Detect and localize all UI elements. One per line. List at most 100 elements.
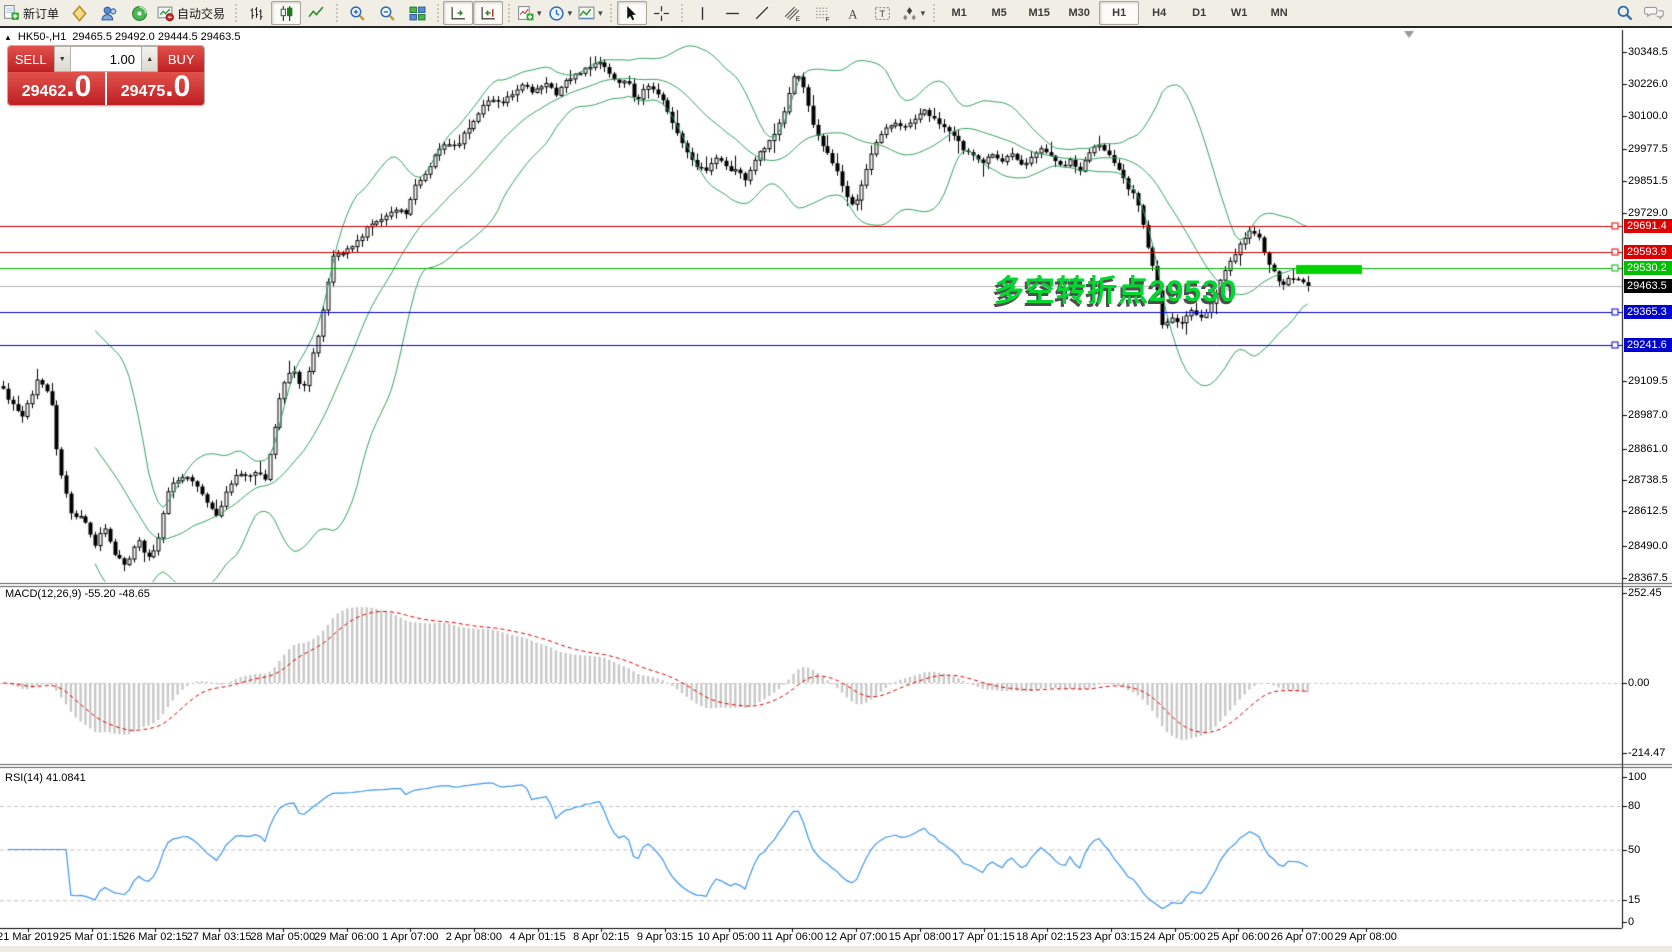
- toolbar-grip: [232, 4, 240, 22]
- crosshair-button[interactable]: [647, 1, 677, 25]
- ohlc-values: 29465.5 29492.0 29444.5 29463.5: [72, 31, 241, 43]
- new-order-button[interactable]: 新订单: [0, 1, 64, 25]
- profiles-icon: [101, 5, 118, 22]
- search-icon[interactable]: [1616, 4, 1634, 22]
- timeframe-M30[interactable]: M30: [1068, 7, 1090, 19]
- collapse-icon[interactable]: ▲: [4, 32, 12, 42]
- new-order-label: 新订单: [23, 6, 60, 21]
- cursor-button[interactable]: [616, 1, 647, 25]
- tile-windows-button[interactable]: [402, 1, 432, 25]
- candlestick-chart-button[interactable]: [271, 1, 302, 25]
- fibonacci-button[interactable]: F: [808, 1, 838, 25]
- metaeditor-button[interactable]: [64, 1, 94, 25]
- zoom-out-button[interactable]: [372, 1, 402, 25]
- new-order-icon: [3, 4, 20, 22]
- line-chart-icon: [307, 5, 325, 22]
- text-label-icon: T: [874, 5, 891, 22]
- candlestick-chart-icon: [278, 5, 295, 22]
- zoom-in-icon: [349, 5, 366, 22]
- timeframe-M5[interactable]: M5: [991, 7, 1007, 19]
- vertical-line-icon: [694, 5, 711, 22]
- arrows-button[interactable]: ▾: [898, 1, 929, 25]
- bar-chart-icon: [248, 5, 265, 22]
- sell-price: 29462: [21, 83, 67, 100]
- indicators-icon: [517, 5, 534, 22]
- sell-price-button[interactable]: 29462.0: [8, 72, 107, 105]
- trendline-button[interactable]: [748, 1, 778, 25]
- buy-button[interactable]: BUY: [158, 46, 204, 72]
- fibonacci-icon: F: [814, 5, 831, 22]
- volume-decrease-button[interactable]: ▼: [53, 46, 71, 72]
- zoom-out-icon: [379, 5, 396, 22]
- periods-button[interactable]: ▾: [545, 1, 576, 25]
- cursor-icon: [623, 5, 640, 22]
- chevron-down-icon: ▾: [567, 7, 573, 18]
- timeframe-M1[interactable]: M1: [951, 7, 967, 19]
- timeframe-H4[interactable]: H4: [1152, 7, 1167, 19]
- chart-shift-button[interactable]: [473, 1, 504, 25]
- signals-button[interactable]: [124, 1, 154, 25]
- volume-increase-button[interactable]: ▲: [141, 46, 159, 72]
- rsi-value: 41.0841: [45, 772, 86, 784]
- vertical-line-button[interactable]: [688, 1, 718, 25]
- volume-input[interactable]: [71, 46, 141, 72]
- line-chart-button[interactable]: [301, 1, 331, 25]
- chevron-down-icon: ▾: [537, 7, 542, 18]
- one-click-trading-panel: SELL ▼ ▲ BUY 29462.0 29475.0: [8, 46, 204, 105]
- sell-button[interactable]: SELL: [8, 46, 54, 72]
- toolbar-grip: [607, 4, 615, 22]
- timeframe-H1[interactable]: H1: [1099, 1, 1140, 25]
- text-icon: A: [844, 5, 861, 22]
- chevron-down-icon: ▾: [920, 7, 926, 18]
- timeframe-D1[interactable]: D1: [1192, 7, 1207, 19]
- chevron-down-icon: ▾: [598, 7, 603, 18]
- toolbar: 新订单 自动交易: [0, 0, 1672, 28]
- auto-scroll-icon: [450, 5, 467, 22]
- chart-shift-icon: [480, 5, 497, 22]
- horizontal-line-icon: [724, 5, 741, 22]
- text-button[interactable]: A: [838, 1, 868, 25]
- chart-title: ▲ HK50-,H1 29465.5 29492.0 29444.5 29463…: [4, 31, 240, 43]
- autotrading-button[interactable]: 自动交易: [154, 1, 230, 25]
- templates-button[interactable]: ▾: [575, 1, 606, 25]
- periods-icon: [548, 5, 565, 22]
- svg-text:F: F: [826, 16, 830, 22]
- svg-text:A: A: [848, 7, 858, 21]
- toolbar-grip: [333, 4, 341, 22]
- svg-text:E: E: [796, 15, 800, 21]
- zoom-in-button[interactable]: [342, 1, 372, 25]
- macd-values: -55.20 -48.65: [84, 588, 150, 600]
- timeframe-MN[interactable]: MN: [1270, 7, 1288, 19]
- auto-scroll-button[interactable]: [443, 1, 474, 25]
- metaeditor-icon: [71, 4, 88, 22]
- equidistant-channel-button[interactable]: E: [778, 1, 808, 25]
- chat-icon[interactable]: [1644, 4, 1664, 22]
- autotrading-label: 自动交易: [177, 6, 226, 21]
- buy-price: 29475: [120, 83, 166, 100]
- toolbar-grip: [678, 4, 686, 22]
- bar-chart-button[interactable]: [241, 1, 271, 25]
- toolbar-grip: [434, 4, 442, 22]
- trendline-icon: [754, 5, 771, 22]
- timeframe-buttons: M1 M5 M15 M30 H1 H4 D1 W1 MN: [939, 1, 1299, 25]
- svg-text:T: T: [879, 9, 885, 20]
- symbol-period-label: HK50-,H1: [17, 31, 67, 43]
- text-label-button[interactable]: T: [868, 1, 898, 25]
- status-strip: [0, 946, 1672, 952]
- equidistant-channel-icon: E: [784, 5, 801, 22]
- indicators-button[interactable]: ▾: [514, 1, 545, 25]
- timeframe-W1[interactable]: W1: [1230, 7, 1248, 19]
- macd-indicator-label: MACD(12,26,9) -55.20 -48.65: [5, 588, 150, 600]
- buy-price-pips: .0: [165, 70, 191, 103]
- chart-annotation-text: 多空转折点29530: [994, 275, 1238, 308]
- templates-icon: [578, 5, 595, 22]
- buy-price-button[interactable]: 29475.0: [107, 72, 204, 105]
- autotrading-icon: [157, 5, 174, 22]
- profiles-button[interactable]: [94, 1, 124, 25]
- timeframe-M15[interactable]: M15: [1028, 7, 1050, 19]
- sell-price-pips: .0: [66, 70, 92, 103]
- toolbar-grip: [505, 4, 513, 22]
- horizontal-line-button[interactable]: [718, 1, 748, 25]
